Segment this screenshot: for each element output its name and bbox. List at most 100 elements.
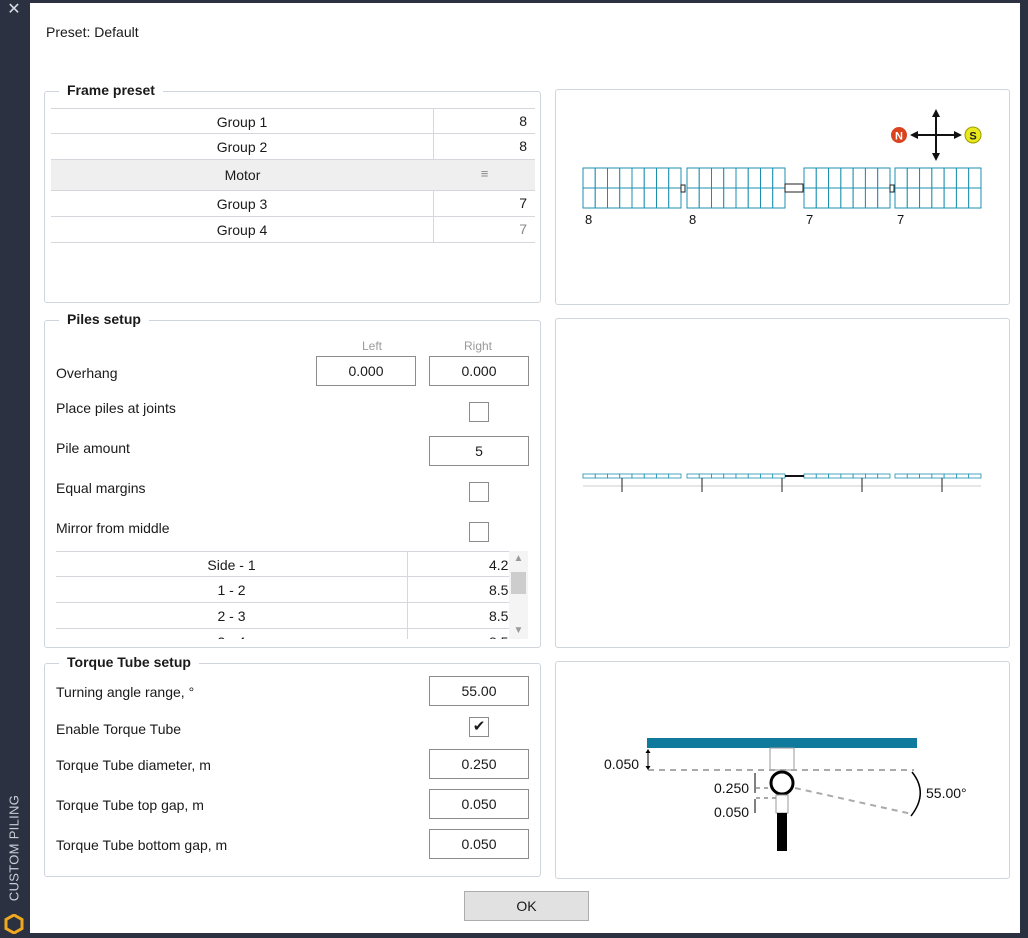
frame-joint [889, 184, 895, 193]
close-icon[interactable]: ✕ [7, 1, 21, 18]
scroll-thumb[interactable] [511, 572, 526, 594]
row-name: Group 3 [51, 191, 434, 216]
panel-cell [631, 473, 645, 479]
drag-handle-icon[interactable]: ≡ [480, 166, 489, 181]
mirror-checkbox[interactable] [469, 522, 489, 542]
panel-cell [582, 473, 596, 479]
torque-tube-title: Torque Tube setup [59, 654, 199, 670]
panel-cell [852, 473, 866, 479]
spacing-value[interactable]: 8.521 [408, 629, 528, 639]
mirror-label: Mirror from middle [56, 520, 170, 536]
row-value[interactable]: 8 [519, 138, 527, 154]
torque-tube-preview-panel: 0.050 0.250 0.050 55.00° [555, 661, 1010, 879]
scroll-down-icon[interactable]: ▼ [513, 625, 524, 636]
motor-joint [784, 183, 804, 193]
table-row-motor[interactable]: Motor ≡ [51, 160, 535, 191]
table-row[interactable]: Group 1 8 [51, 108, 535, 134]
panel-cell [607, 473, 621, 479]
panel-cell [686, 473, 700, 479]
left-column-header: Left [362, 339, 383, 353]
panel-cell [894, 473, 908, 479]
pile-amount-label: Pile amount [56, 440, 130, 456]
pile-spacing-table: Side - 1 4.264 1 - 2 8.521 2 - 3 8.521 3… [56, 551, 528, 639]
pile-amount-input[interactable]: 5 [429, 436, 529, 466]
svg-text:N: N [895, 131, 903, 143]
svg-text:0.050: 0.050 [604, 756, 639, 772]
row-name: Group 1 [51, 109, 434, 133]
table-row[interactable]: Side - 1 4.264 [56, 551, 528, 577]
preset-label: Preset: Default [46, 24, 139, 40]
panel-cell [906, 473, 920, 479]
equal-margins-label: Equal margins [56, 480, 146, 496]
place-piles-label: Place piles at joints [56, 400, 176, 416]
panel-cell [711, 473, 725, 479]
panel-group [803, 167, 891, 209]
piles-layout-diagram [582, 473, 982, 492]
panel-cell [760, 473, 774, 479]
panel-cell [668, 473, 682, 479]
panel-cell [815, 473, 829, 479]
spacing-scrollbar[interactable]: ▲ ▼ [509, 551, 528, 639]
row-value[interactable]: 8 [519, 113, 527, 129]
frame-preset-group: Frame preset Group 1 8 Group 2 8 Motor ≡… [44, 82, 541, 303]
frame-preset-title: Frame preset [59, 82, 163, 98]
table-row[interactable]: Group 4 7 [51, 217, 535, 243]
panel-cell [968, 473, 982, 479]
panel-cell [865, 473, 879, 479]
piles-setup-group: Piles setup Left Right Overhang 0.000 0.… [44, 311, 541, 648]
panel-cell [931, 473, 945, 479]
equal-margins-checkbox[interactable] [469, 482, 489, 502]
table-row[interactable]: Group 2 8 [51, 134, 535, 160]
frame-layout-diagram: N S 8 8 7 7 [582, 109, 982, 227]
panel-cell [656, 473, 670, 479]
diameter-input[interactable]: 0.250 [429, 749, 529, 779]
table-row[interactable]: 3 - 4 8.521 [56, 629, 528, 639]
svg-text:0.250: 0.250 [714, 780, 749, 796]
ok-button[interactable]: OK [464, 891, 589, 921]
panel-group [582, 167, 682, 209]
place-piles-checkbox[interactable] [469, 402, 489, 422]
panel-cell [840, 473, 854, 479]
panel-group [894, 167, 982, 209]
span-cell: 1 - 2 [56, 577, 408, 602]
overhang-label: Overhang [56, 365, 118, 381]
bottom-gap-input[interactable]: 0.050 [429, 829, 529, 859]
scroll-up-icon[interactable]: ▲ [513, 553, 524, 564]
panel-cell [772, 473, 786, 479]
frame-preset-table: Group 1 8 Group 2 8 Motor ≡ Group 3 7 Gr… [51, 108, 535, 243]
row-value[interactable]: 7 [519, 195, 527, 211]
panel-cell [723, 473, 737, 479]
svg-text:55.00°: 55.00° [926, 785, 967, 801]
table-row[interactable]: Group 3 7 [51, 191, 535, 217]
panel-cell [919, 473, 933, 479]
row-value[interactable]: 7 [519, 221, 527, 237]
panel-cell [943, 473, 957, 479]
torque-tube-group: Torque Tube setup Turning angle range, °… [44, 654, 541, 877]
top-gap-input[interactable]: 0.050 [429, 789, 529, 819]
svg-text:7: 7 [897, 212, 904, 227]
table-row[interactable]: 1 - 2 8.521 [56, 577, 528, 603]
enable-tube-label: Enable Torque Tube [56, 721, 182, 737]
span-cell: 2 - 3 [56, 603, 408, 628]
panel-cell [747, 473, 761, 479]
angle-input[interactable]: 55.00 [429, 676, 529, 706]
svg-text:S: S [969, 131, 976, 143]
svg-text:0.050: 0.050 [714, 804, 749, 820]
dialog-window: Preset: Default Frame preset Group 1 8 G… [30, 3, 1020, 933]
panel-cell [619, 473, 633, 479]
frame-joint [680, 184, 686, 193]
table-row[interactable]: 2 - 3 8.521 [56, 603, 528, 629]
panel-cell [594, 473, 608, 479]
diameter-label: Torque Tube diameter, m [56, 757, 211, 773]
enable-tube-checkbox[interactable]: ✔ [469, 717, 489, 737]
overhang-left-input[interactable]: 0.000 [316, 356, 416, 386]
compass-icon: N S [891, 109, 982, 161]
overhang-right-input[interactable]: 0.000 [429, 356, 529, 386]
bottom-gap-label: Torque Tube bottom gap, m [56, 837, 228, 853]
svg-text:7: 7 [806, 212, 813, 227]
panel-cell [643, 473, 657, 479]
panel-cell [698, 473, 712, 479]
sidebar-title: CUSTOM PILING [6, 794, 22, 902]
panel-group [686, 167, 786, 209]
angle-label: Turning angle range, ° [56, 684, 195, 700]
